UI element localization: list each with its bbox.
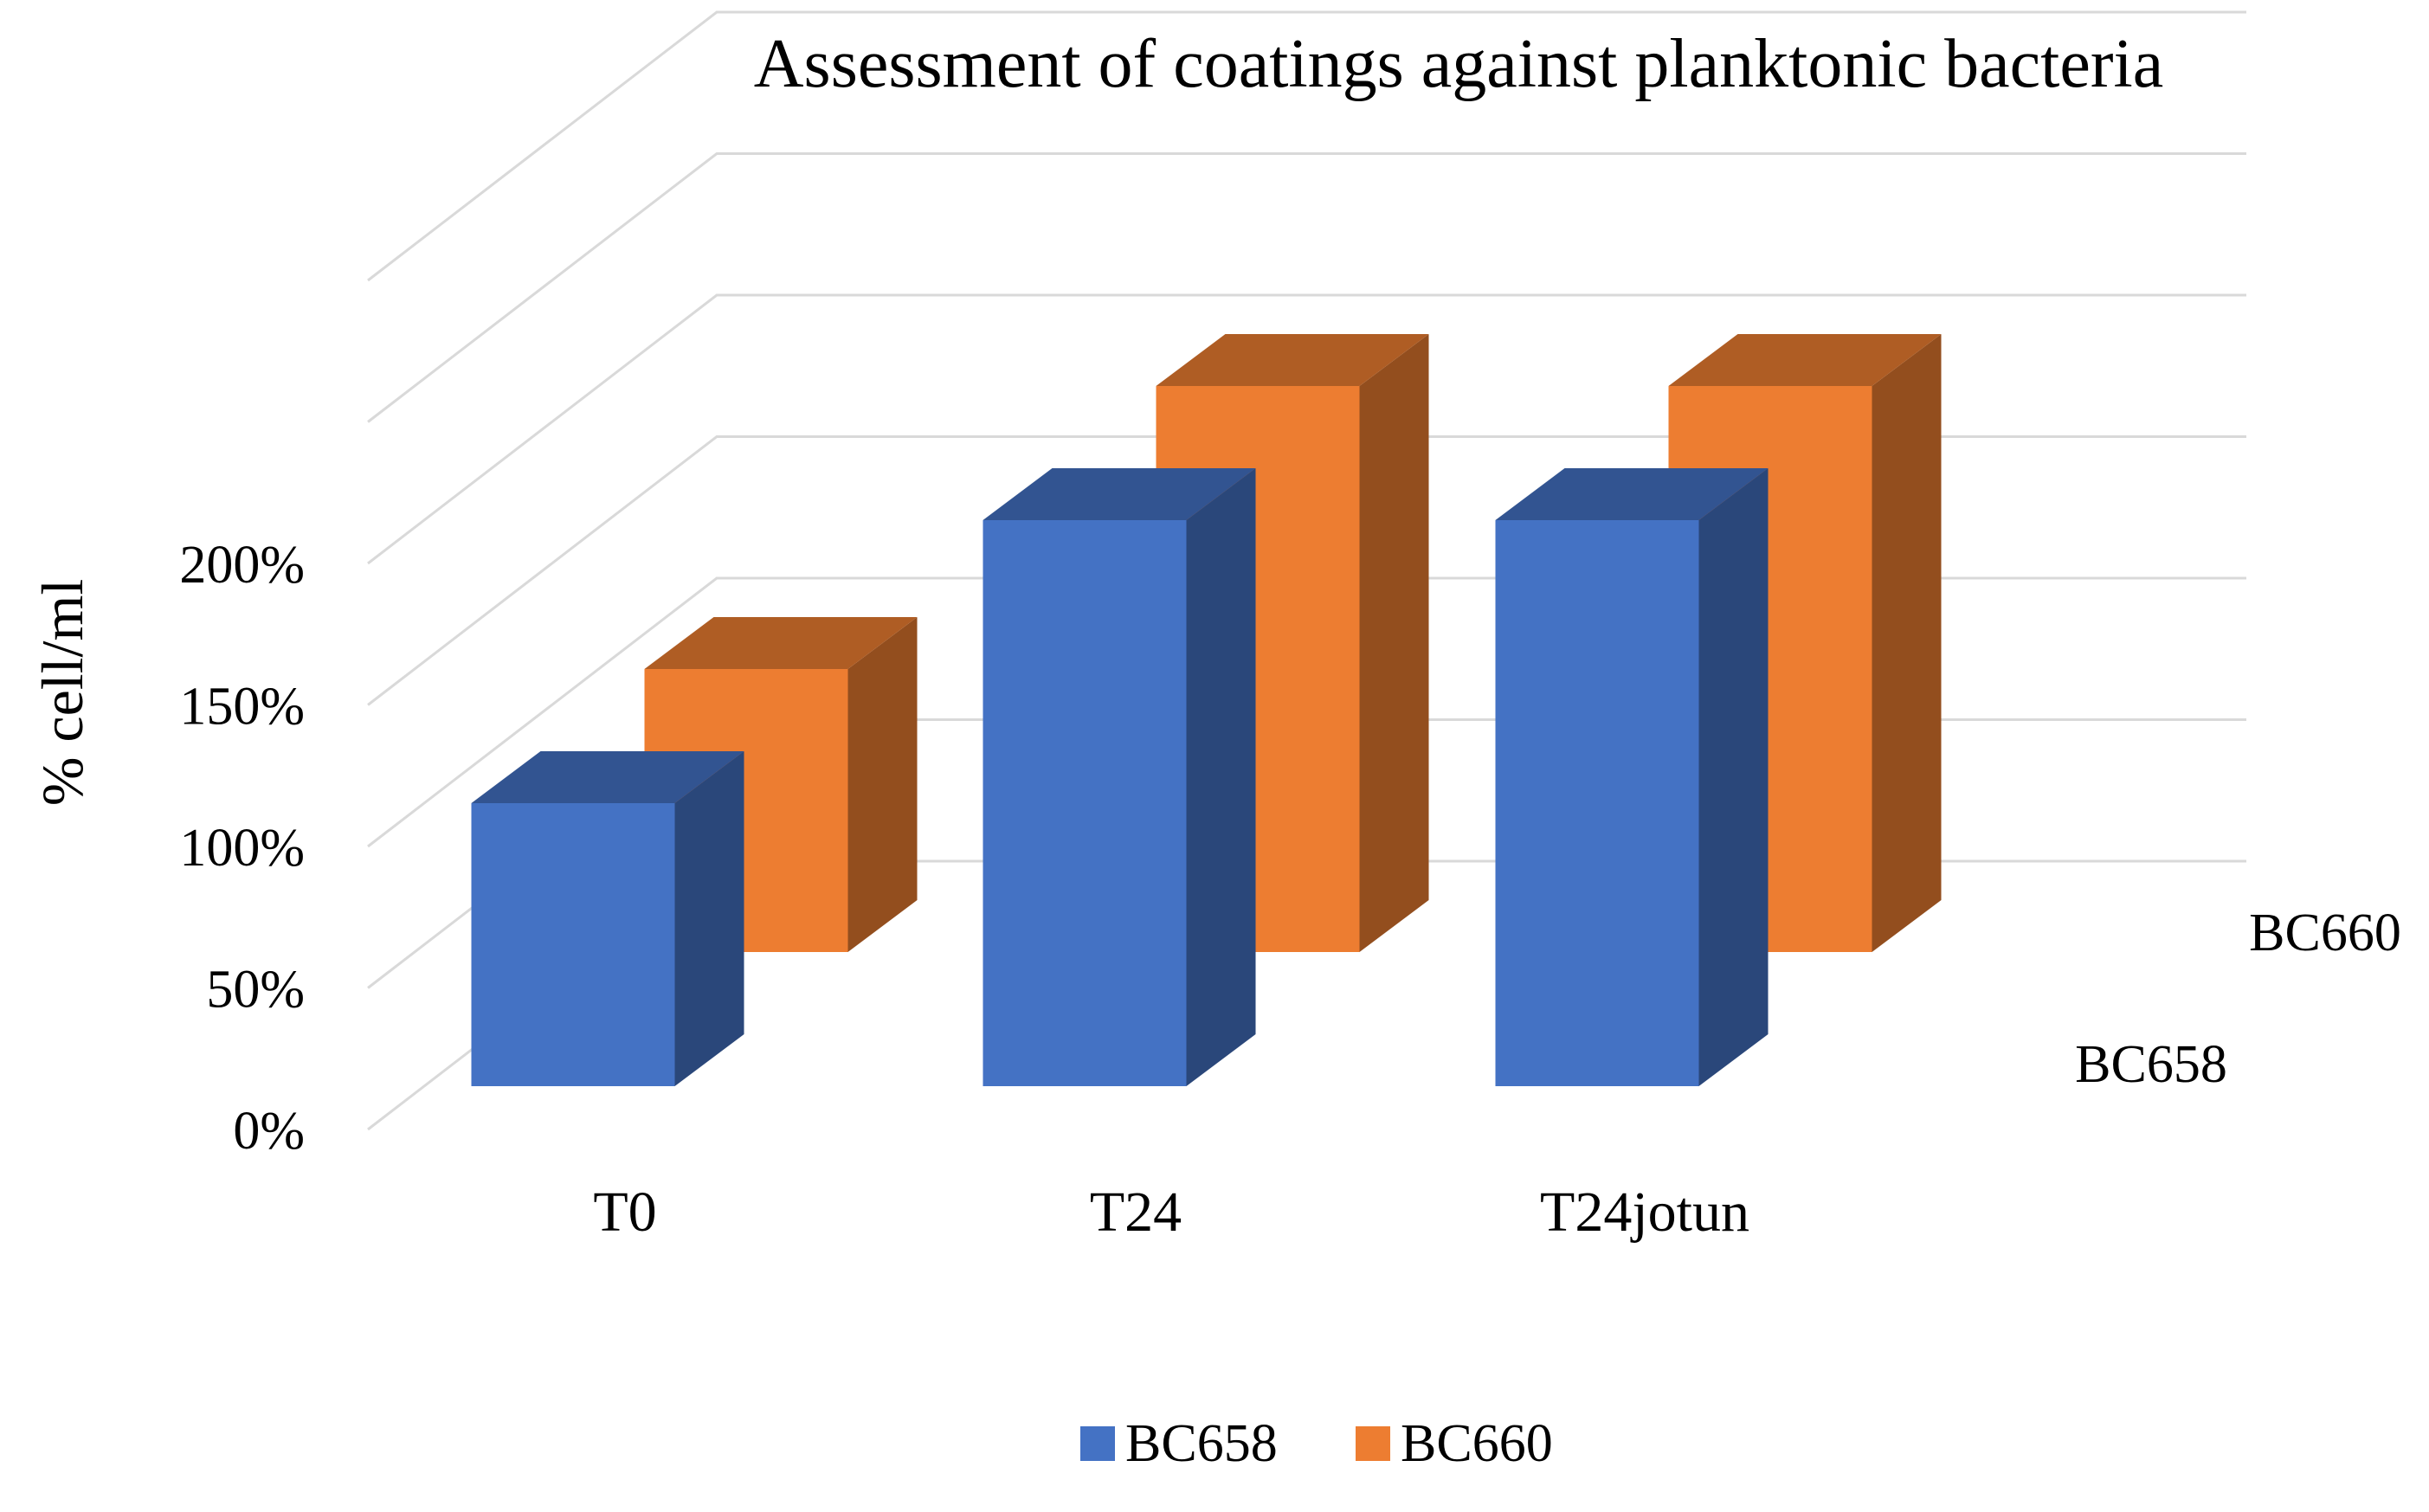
depth-axis-label: BC660 [2249, 904, 2401, 962]
bar-side [1872, 334, 1942, 952]
gridline [367, 10, 2246, 282]
y-axis-ticks: 0% 50% 100% 150% 200% [179, 536, 305, 1161]
bar-front [983, 520, 1187, 1086]
bar-BC658-T24 [983, 468, 1256, 1086]
legend-item: BC660 [1356, 1414, 1553, 1473]
bar-side [1186, 468, 1256, 1086]
bar-BC658-T24jotun [1495, 468, 1769, 1086]
x-tick-label: T24 [1090, 1181, 1182, 1244]
bar-top [471, 751, 744, 803]
y-tick-label: 50% [206, 961, 305, 1020]
bar-side [1359, 334, 1429, 952]
bar-top [644, 617, 918, 669]
y-tick-label: 0% [233, 1102, 305, 1161]
depth-axis-label: BC658 [2075, 1035, 2227, 1094]
x-axis-ticks: T0 T24 T24jotun [593, 1181, 1749, 1244]
bar-BC658-T0 [471, 751, 744, 1086]
bar-side [674, 751, 744, 1086]
y-tick-label: 150% [179, 678, 305, 737]
legend-label: BC660 [1401, 1414, 1553, 1473]
legend-item: BC658 [1080, 1414, 1278, 1473]
x-tick-label: T0 [593, 1181, 656, 1244]
bar-front [1495, 520, 1699, 1086]
legend-swatch [1080, 1426, 1115, 1461]
y-axis-label: % cell/ml [29, 579, 95, 806]
legend-label: BC658 [1125, 1414, 1278, 1473]
bar-front [471, 803, 675, 1086]
bar-top [983, 468, 1256, 520]
bar-side [1698, 468, 1769, 1086]
bar-side [847, 617, 918, 952]
depth-axis-labels: BC658 BC660 [2075, 904, 2401, 1094]
gridline [367, 293, 2246, 565]
x-tick-label: T24jotun [1540, 1181, 1749, 1244]
bar-top [1495, 468, 1769, 520]
bar-top [1668, 334, 1942, 386]
y-tick-label: 100% [179, 819, 305, 878]
chart-title: Assessment of coatings against planktoni… [754, 26, 2163, 102]
bar-top [1156, 334, 1429, 386]
bars [471, 334, 1942, 1086]
y-tick-label: 200% [179, 536, 305, 595]
legend: BC658 BC660 [1080, 1414, 1553, 1473]
gridline [367, 152, 2246, 423]
legend-swatch [1356, 1426, 1390, 1461]
